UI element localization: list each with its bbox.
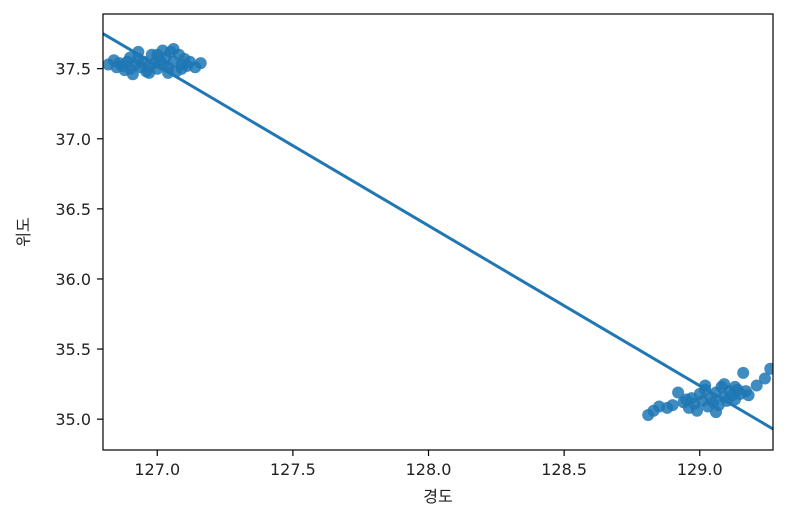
- y-axis-label: 위도: [14, 217, 33, 246]
- data-point: [680, 393, 693, 406]
- data-point: [764, 362, 773, 375]
- x-tick-label: 128.5: [541, 460, 587, 479]
- data-point: [729, 380, 741, 393]
- data-point: [750, 379, 763, 392]
- x-axis: 127.0 127.5 128.0 128.5 129.0: [134, 450, 723, 479]
- x-tick-label: 128.0: [406, 460, 452, 479]
- data-point: [710, 406, 722, 419]
- y-tick-label: 37.0: [55, 130, 91, 149]
- x-tick-label: 127.5: [270, 460, 316, 479]
- regression-line: [103, 32, 773, 431]
- data-point: [666, 399, 679, 412]
- regression-line-layer: [103, 32, 773, 431]
- data-point: [194, 57, 207, 70]
- data-point: [691, 404, 703, 417]
- data-point: [151, 48, 164, 61]
- y-tick-label: 35.0: [55, 410, 91, 429]
- data-point: [167, 43, 180, 55]
- x-tick-label: 127.0: [134, 460, 180, 479]
- data-point: [737, 366, 750, 379]
- data-point: [742, 389, 755, 402]
- y-tick-label: 37.5: [55, 60, 91, 79]
- y-tick-label: 36.5: [55, 200, 91, 219]
- data-point: [126, 68, 139, 81]
- data-point: [124, 51, 137, 64]
- data-point: [758, 372, 771, 385]
- x-tick-label: 129.0: [677, 460, 723, 479]
- x-axis-label: 경도: [423, 487, 452, 506]
- data-point: [175, 62, 188, 75]
- data-point: [718, 378, 731, 391]
- data-point: [143, 66, 156, 79]
- y-tick-label: 36.0: [55, 270, 91, 289]
- y-tick-label: 35.5: [55, 340, 91, 359]
- y-axis: 35.0 35.5 36.0 36.5 37.0 37.5: [55, 60, 103, 429]
- plot-frame: [102, 13, 774, 451]
- data-point: [672, 386, 685, 399]
